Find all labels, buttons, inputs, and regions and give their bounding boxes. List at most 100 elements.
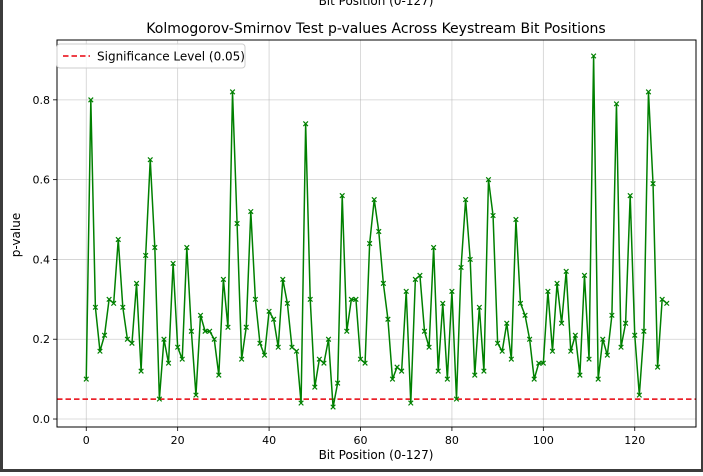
data-point-marker bbox=[234, 220, 240, 227]
data-point-marker bbox=[526, 336, 533, 342]
data-point-marker bbox=[517, 300, 524, 307]
data-point-marker bbox=[289, 344, 295, 350]
data-point-marker bbox=[376, 228, 382, 235]
data-point-marker bbox=[641, 328, 647, 334]
data-point-marker bbox=[152, 244, 158, 251]
data-point-marker bbox=[595, 376, 601, 382]
data-point-marker bbox=[462, 196, 469, 203]
data-point-marker bbox=[389, 376, 396, 382]
data-point-marker bbox=[270, 316, 277, 323]
data-point-marker bbox=[366, 240, 373, 247]
data-point-marker bbox=[138, 368, 144, 374]
data-point-marker bbox=[467, 256, 473, 263]
data-point-marker bbox=[174, 344, 181, 350]
data-point-marker bbox=[398, 368, 405, 374]
data-point-marker bbox=[385, 316, 391, 323]
data-point-marker bbox=[513, 216, 519, 223]
y-tick-label: 0.4 bbox=[33, 253, 51, 266]
data-point-marker bbox=[348, 296, 355, 303]
data-point-marker bbox=[485, 176, 492, 183]
x-tick-label: 120 bbox=[624, 434, 645, 447]
data-point-marker bbox=[403, 288, 409, 295]
data-point-marker bbox=[316, 356, 323, 362]
x-tick-label: 20 bbox=[171, 434, 185, 447]
data-point-marker bbox=[120, 304, 126, 311]
data-point-marker bbox=[330, 404, 336, 410]
data-point-marker bbox=[353, 296, 359, 303]
data-point-marker bbox=[170, 260, 176, 267]
data-point-marker bbox=[321, 360, 327, 366]
data-point-marker bbox=[568, 348, 574, 354]
data-point-marker bbox=[225, 324, 231, 330]
data-point-marker bbox=[284, 300, 291, 307]
data-point-marker bbox=[248, 208, 254, 215]
x-tick-label: 60 bbox=[354, 434, 368, 447]
data-point-marker bbox=[371, 196, 377, 203]
data-point-marker bbox=[472, 372, 478, 378]
data-point-marker bbox=[531, 376, 537, 382]
data-point-marker bbox=[453, 396, 460, 402]
data-point-marker bbox=[426, 344, 432, 350]
data-point-marker bbox=[243, 324, 249, 330]
data-point-marker bbox=[494, 340, 501, 346]
data-point-marker bbox=[357, 356, 364, 362]
data-point-marker bbox=[618, 344, 624, 350]
x-tick-label: 0 bbox=[83, 434, 90, 447]
data-point-marker bbox=[220, 276, 227, 283]
data-point-marker bbox=[280, 276, 286, 283]
data-point-marker bbox=[211, 336, 217, 342]
data-point-marker bbox=[257, 340, 263, 346]
data-point-marker bbox=[302, 121, 309, 127]
chart-title: Kolmogorov-Smirnov Test p-values Across … bbox=[146, 21, 605, 37]
data-point-marker bbox=[540, 360, 547, 366]
data-point-marker bbox=[380, 280, 387, 287]
data-point-marker bbox=[362, 360, 368, 366]
series-pvalues bbox=[83, 53, 670, 410]
data-point-marker bbox=[298, 400, 304, 406]
data-point-marker bbox=[339, 192, 345, 199]
data-point-marker bbox=[504, 320, 510, 326]
data-point-marker bbox=[261, 352, 268, 358]
data-point-marker bbox=[229, 89, 236, 95]
x-axis-ticks: 0 20 40 60 80 100 120 bbox=[83, 427, 645, 447]
data-point-marker bbox=[572, 332, 579, 338]
data-point-marker bbox=[558, 320, 565, 326]
data-point-marker bbox=[275, 344, 281, 350]
data-point-marker bbox=[394, 364, 400, 370]
data-point-marker bbox=[156, 396, 163, 402]
data-point-marker bbox=[97, 348, 103, 354]
data-point-marker bbox=[549, 348, 556, 354]
data-point-marker bbox=[193, 392, 199, 398]
y-tick-label: 0.6 bbox=[33, 174, 51, 187]
data-point-marker bbox=[133, 280, 140, 287]
data-point-marker bbox=[344, 328, 350, 334]
data-point-marker bbox=[202, 328, 208, 334]
data-point-marker bbox=[600, 336, 606, 342]
y-tick-label: 0.8 bbox=[33, 94, 51, 107]
data-point-marker bbox=[101, 332, 108, 338]
window-edge-left bbox=[0, 0, 3, 472]
data-point-marker bbox=[613, 101, 620, 107]
data-point-marker bbox=[444, 376, 451, 382]
data-point-marker bbox=[421, 328, 428, 334]
data-point-marker bbox=[252, 296, 259, 303]
data-point-marker bbox=[440, 300, 446, 307]
data-point-marker bbox=[435, 368, 441, 374]
data-point-marker bbox=[609, 312, 615, 319]
data-point-marker bbox=[622, 320, 629, 326]
data-point-marker bbox=[110, 300, 117, 307]
data-point-marker bbox=[179, 356, 185, 362]
data-point-marker bbox=[293, 348, 300, 354]
data-point-marker bbox=[659, 296, 665, 303]
data-point-marker bbox=[632, 332, 638, 338]
data-point-marker bbox=[664, 300, 670, 307]
data-point-marker bbox=[142, 252, 149, 259]
data-point-marker bbox=[430, 244, 437, 251]
x-tick-label: 100 bbox=[533, 434, 554, 447]
data-point-marker bbox=[654, 364, 661, 370]
data-point-marker bbox=[129, 340, 135, 346]
data-point-marker bbox=[161, 336, 167, 342]
data-point-marker bbox=[481, 368, 487, 374]
data-point-marker bbox=[197, 312, 204, 319]
data-point-marker bbox=[92, 304, 99, 311]
